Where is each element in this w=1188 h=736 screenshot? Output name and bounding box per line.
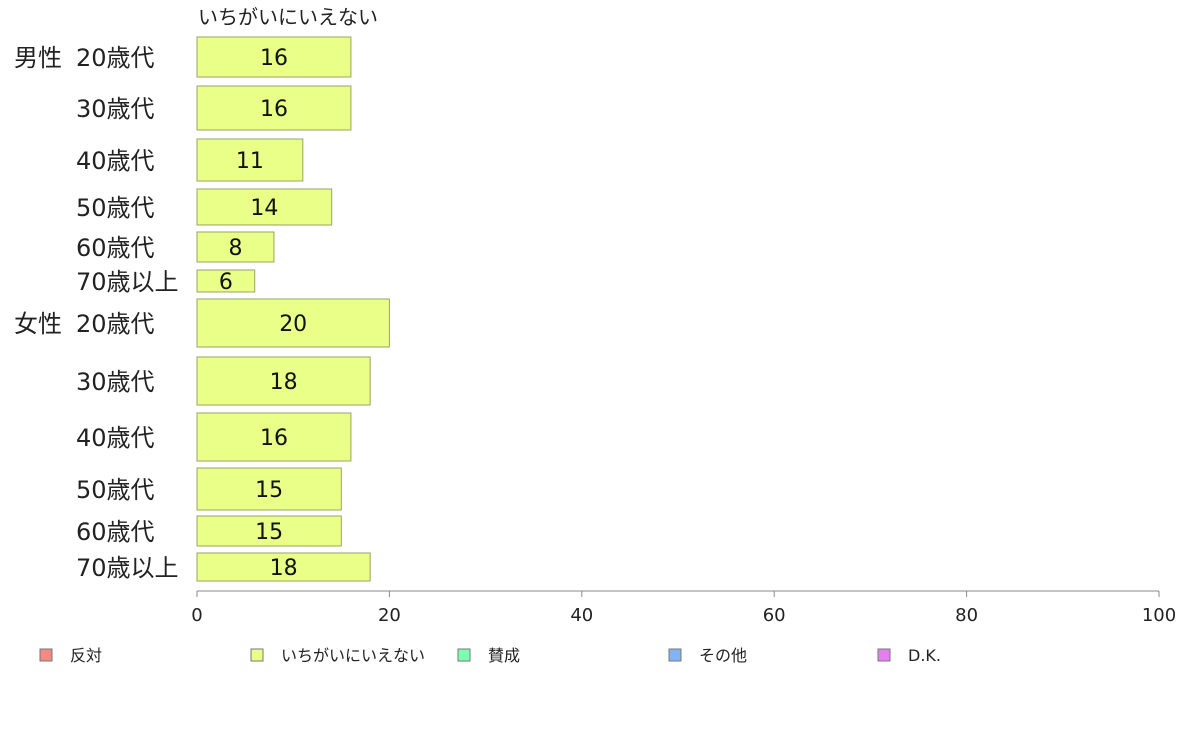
legend-swatch [457, 648, 471, 662]
legend-label: 賛成 [488, 646, 520, 665]
bar-value-label: 15 [255, 520, 283, 545]
category-label: 60歳代 [76, 234, 155, 262]
category-label: 30歳代 [76, 95, 155, 123]
legend-label: D.K. [908, 646, 941, 665]
bar [196, 231, 275, 263]
x-tick-label: 0 [191, 605, 202, 626]
category-label: 70歳以上 [76, 268, 179, 296]
category-label: 20歳代 [76, 44, 155, 72]
x-tick-label: 80 [955, 605, 978, 626]
category-label: 50歳代 [76, 194, 155, 222]
bar-value-label: 14 [250, 196, 278, 221]
category-labels: 20歳代 30歳代 40歳代 50歳代 60歳代 70歳以上 20歳代 30歳代 40歳代 50歳… [14, 44, 179, 582]
legend-swatch [250, 648, 264, 662]
x-axis: 0 20 40 60 80 100 [191, 590, 1176, 626]
bar-value-label: 16 [260, 426, 288, 451]
bar [196, 36, 352, 78]
bar [196, 298, 390, 348]
bar-value-label: 15 [255, 478, 283, 503]
bar-value-label: 6 [219, 270, 233, 295]
bar [196, 138, 304, 182]
x-tick-label: 20 [378, 605, 401, 626]
bars-layer: 16 16 11 14 8 6 20 18 16 15 15 18 [196, 36, 390, 582]
bar [196, 467, 342, 511]
bar [196, 552, 371, 582]
bar-value-label: 11 [236, 149, 264, 174]
category-label: 60歳代 [76, 518, 155, 546]
bar [196, 515, 342, 547]
bar [196, 356, 371, 406]
series-title-group: いちがいにいえない [198, 5, 378, 29]
bar [196, 412, 352, 462]
legend-label: いちがいにいえない [281, 646, 425, 665]
category-label: 40歳代 [76, 147, 155, 175]
series-title: いちがいにいえない [198, 5, 378, 29]
x-tick-label: 40 [570, 605, 593, 626]
legend-label: 反対 [70, 646, 102, 665]
legend: 反対 いちがいにいえない 賛成 その他 D.K. [39, 646, 941, 665]
category-label: 30歳代 [76, 368, 155, 396]
bar-value-label: 20 [279, 312, 307, 337]
bar [196, 269, 256, 293]
bar-value-label: 18 [270, 556, 298, 581]
category-label: 20歳代 [76, 310, 155, 338]
group-label: 女性 [14, 310, 62, 338]
bar-value-label: 18 [270, 370, 298, 395]
category-label: 50歳代 [76, 476, 155, 504]
category-label: 70歳以上 [76, 554, 179, 582]
x-tick-label: 100 [1142, 605, 1176, 626]
bar [196, 188, 333, 226]
legend-swatch [877, 648, 891, 662]
x-tick-label: 60 [763, 605, 786, 626]
category-label: 40歳代 [76, 424, 155, 452]
bar-value-label: 16 [260, 97, 288, 122]
bar-value-label: 16 [260, 46, 288, 71]
legend-swatch [668, 648, 682, 662]
legend-swatch [39, 648, 53, 662]
legend-label: その他 [699, 646, 747, 665]
bar-value-label: 8 [228, 236, 242, 261]
group-label: 男性 [14, 44, 62, 72]
bar [196, 85, 352, 131]
